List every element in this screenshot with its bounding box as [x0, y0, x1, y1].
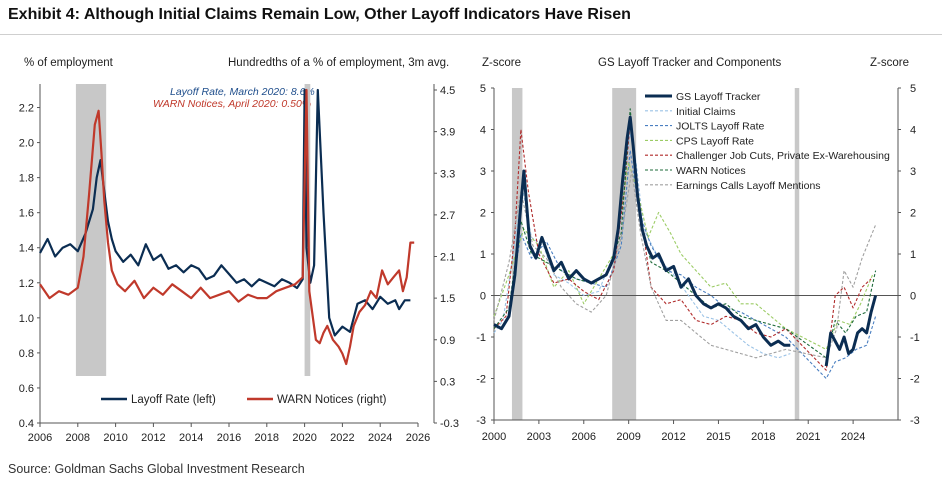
title-divider	[0, 34, 942, 35]
right-y-tick-1-5: 1.5	[440, 293, 455, 305]
left-x-tick-2020: 2020	[292, 432, 316, 444]
right-y-tick-2-7: 2.7	[440, 210, 455, 222]
left-y-tick-2-0: 2.0	[19, 138, 34, 150]
source-note: Source: Goldman Sachs Global Investment …	[8, 462, 305, 476]
left-x-tick-2018: 2018	[255, 432, 279, 444]
legend-label-initial-claims: Initial Claims	[676, 106, 736, 118]
right-chart-ytick-left-5: 5	[480, 83, 486, 95]
legend-label-warn-notices: WARN Notices (right)	[277, 394, 387, 406]
legend-label-challenger-job-cuts-private-ex-warehousing: Challenger Job Cuts, Private Ex-Warehous…	[676, 150, 890, 162]
right-x-tick-2018: 2018	[751, 431, 775, 443]
left-recession-shade-1	[75, 84, 107, 376]
left-y-tick-1-2: 1.2	[19, 278, 34, 290]
left-y-tick-1-4: 1.4	[19, 243, 34, 255]
right-chart-ytick-left-1: 1	[480, 249, 486, 261]
right-chart-left-axis-label: Z-score	[482, 57, 521, 69]
right-y-tick-3-3: 3.3	[440, 168, 455, 180]
right-y-tick-0-3: -0.3	[440, 418, 459, 430]
right-chart-ytick-left-2: 2	[480, 208, 486, 220]
legend-label-warn-notices: WARN Notices	[676, 165, 746, 177]
legend-label-gs-layoff-tracker: GS Layoff Tracker	[676, 91, 761, 103]
legend-label-jolts-layoff-rate: JOLTS Layoff Rate	[676, 121, 764, 133]
right-x-tick-2012: 2012	[661, 431, 685, 443]
right-x-tick-2003: 2003	[527, 431, 551, 443]
right-chart-ytick-right-2: -2	[910, 374, 920, 386]
right-chart-title: GS Layoff Tracker and Components	[598, 57, 781, 69]
right-chart-ytick-right-1: -1	[910, 332, 920, 344]
left-y-tick-1-6: 1.6	[19, 208, 34, 220]
left-y-tick-0-6: 0.6	[19, 383, 34, 395]
legend-label-layoff-rate: Layoff Rate (left)	[131, 394, 216, 406]
right-y-tick-3-9: 3.9	[440, 127, 455, 139]
layoff-rate-annotation: Layoff Rate, March 2020: 8.6%	[170, 86, 315, 98]
right-chart: Z-score GS Layoff Tracker and Components…	[476, 57, 920, 443]
left-y-tick-0-4: 0.4	[19, 418, 34, 430]
right-y-tick-2-1: 2.1	[440, 252, 455, 264]
left-y-tick-1-0: 1.0	[19, 313, 34, 325]
right-chart-ytick-left-0: 0	[480, 291, 486, 303]
right-y-axis-label: Hundredths of a % of employment, 3m avg.	[228, 57, 449, 69]
left-x-tick-2008: 2008	[66, 432, 90, 444]
legend-label-cps-layoff-rate: CPS Layoff Rate	[676, 135, 754, 147]
line-earnings-calls-layoff-mentions	[493, 170, 877, 359]
right-chart-ytick-right-4: 4	[910, 125, 916, 137]
left-x-tick-2024: 2024	[368, 432, 392, 444]
right-chart-ytick-left-3: 3	[480, 166, 486, 178]
left-y-axis-label: % of employment	[24, 57, 114, 69]
warn-notices-annotation: WARN Notices, April 2020: 0.50%	[153, 98, 311, 110]
right-chart-ytick-right-1: 1	[910, 249, 916, 261]
left-x-tick-2026: 2026	[406, 432, 430, 444]
right-recession-shade-3	[794, 88, 800, 420]
left-x-tick-2010: 2010	[103, 432, 127, 444]
right-y-tick-0-3: 0.3	[440, 376, 455, 388]
right-chart-ytick-right-3: 3	[910, 166, 916, 178]
line-warn-notices-right	[39, 88, 415, 366]
left-y-tick-1-8: 1.8	[19, 173, 34, 185]
right-x-tick-2009: 2009	[616, 431, 640, 443]
right-x-tick-2006: 2006	[572, 431, 596, 443]
right-x-tick-2000: 2000	[482, 431, 506, 443]
right-chart-ytick-left-1: -1	[476, 332, 486, 344]
line-initial-claims	[493, 133, 791, 359]
left-y-tick-2-2: 2.2	[19, 103, 34, 115]
right-recession-shade-2	[612, 88, 637, 420]
right-legend: GS Layoff Tracker Initial Claims JOLTS Lay…	[645, 91, 890, 192]
exhibit-title: Exhibit 4: Although Initial Claims Remai…	[8, 6, 631, 23]
left-chart: % of employment Hundredths of a % of emp…	[19, 57, 459, 444]
left-x-tick-2014: 2014	[179, 432, 203, 444]
right-y-tick-0-9: 0.9	[440, 335, 455, 347]
left-legend: Layoff Rate (left) WARN Notices (right)	[101, 394, 387, 406]
right-chart-right-axis-label: Z-score	[870, 57, 909, 69]
right-y-tick-4-5: 4.5	[440, 85, 455, 97]
right-x-tick-2024: 2024	[841, 431, 865, 443]
right-chart-ytick-left-3: -3	[476, 415, 486, 427]
line-gs-layoff-tracker	[493, 115, 791, 347]
right-x-tick-2021: 2021	[796, 431, 820, 443]
right-chart-ytick-right-3: -3	[910, 415, 920, 427]
right-chart-ytick-right-2: 2	[910, 208, 916, 220]
left-x-tick-2012: 2012	[141, 432, 165, 444]
right-chart-ytick-right-5: 5	[910, 83, 916, 95]
left-x-tick-2022: 2022	[330, 432, 354, 444]
legend-label-earnings-calls-layoff-mentions: Earnings Calls Layoff Mentions	[676, 180, 821, 192]
right-chart-ytick-left-2: -2	[476, 374, 486, 386]
left-x-tick-2016: 2016	[217, 432, 241, 444]
line-challenger-job-cuts-private-ex-warehousing	[493, 120, 872, 371]
right-chart-ytick-right-0: 0	[910, 291, 916, 303]
left-x-tick-2006: 2006	[28, 432, 52, 444]
right-chart-ytick-left-4: 4	[480, 125, 486, 137]
left-y-tick-0-8: 0.8	[19, 348, 34, 360]
right-x-tick-2015: 2015	[706, 431, 730, 443]
line-gs-layoff-tracker-2022-2025	[824, 295, 878, 367]
